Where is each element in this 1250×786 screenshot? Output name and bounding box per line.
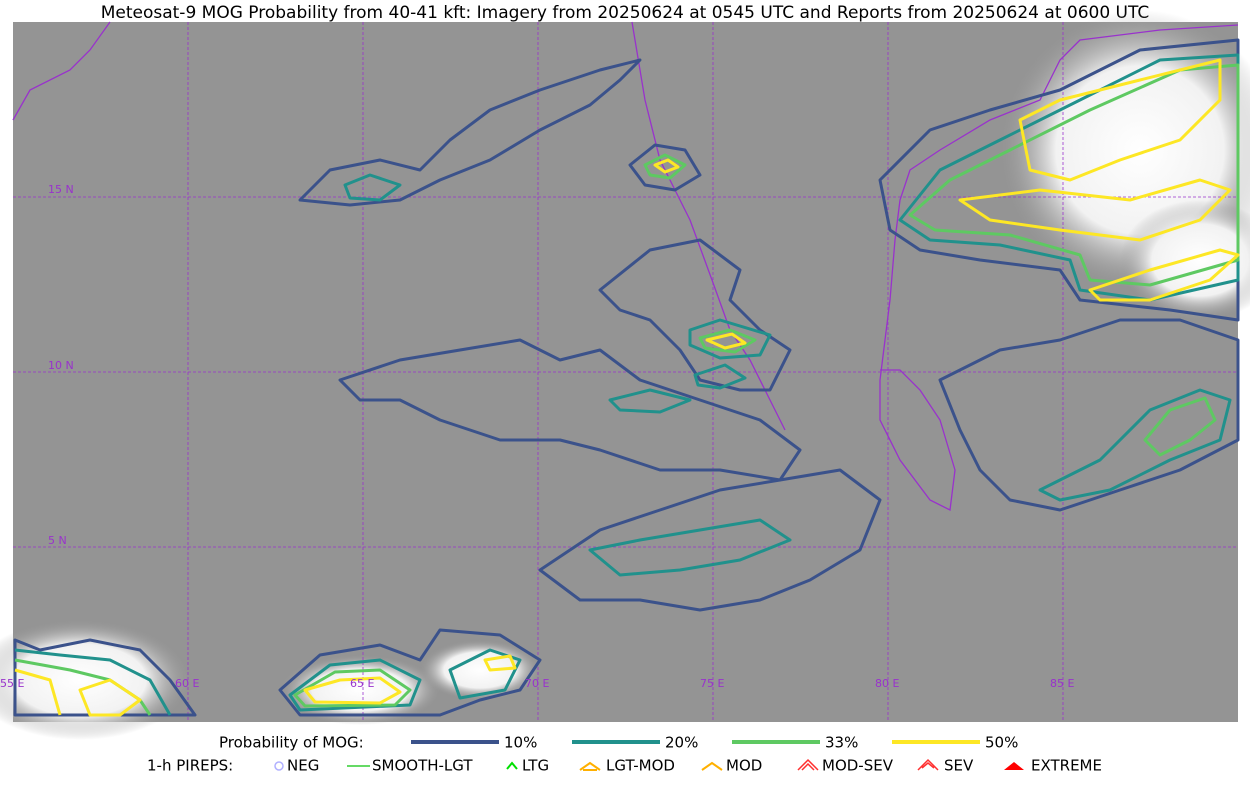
lon-label: 55 E [0,677,24,690]
legend-item: LTG [522,757,549,775]
legend-item: MOD [726,757,762,775]
map: 15 N 10 N 5 N 55 E 60 E 65 E 70 E 75 E 8… [0,10,1250,740]
legend-item: 33% [825,734,858,752]
legend-item: LGT-MOD [606,757,675,775]
lon-label: 80 E [875,677,899,690]
lon-label: 70 E [525,677,549,690]
lon-label: 75 E [700,677,724,690]
legend-item: 20% [665,734,698,752]
lon-label: 85 E [1050,677,1074,690]
legend-item: SEV [944,757,974,775]
legend-item: 10% [504,734,537,752]
legend-item: 50% [985,734,1018,752]
contours [13,38,1240,717]
legend-item: SMOOTH-LGT [372,757,473,775]
lat-label: 15 N [48,183,74,196]
title: Meteosat-9 MOG Probability from 40-41 kf… [101,3,1150,23]
lat-label: 10 N [48,359,74,372]
legend: Probability of MOG: 10% 20% 33% 50% 1-h … [147,734,1102,775]
lon-label: 65 E [350,677,374,690]
lon-label: 60 E [175,677,199,690]
legend-item: EXTREME [1031,757,1102,775]
legend-item: NEG [287,757,319,775]
legend-label: 1-h PIREPS: [147,757,233,775]
legend-item: MOD-SEV [822,757,894,775]
lat-label: 5 N [48,534,67,547]
legend-label: Probability of MOG: [219,734,364,752]
